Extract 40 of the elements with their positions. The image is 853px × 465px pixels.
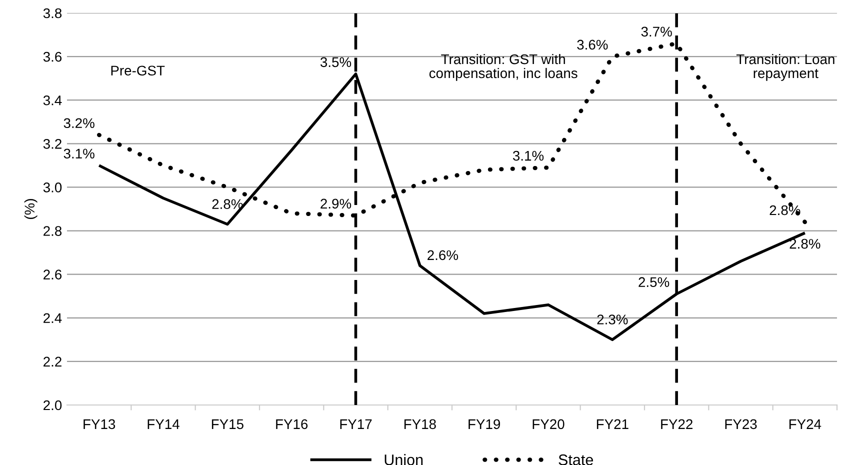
data-label: 2.8% — [790, 238, 820, 249]
data-label: 3.1% — [64, 148, 94, 159]
y-tick-label: 3.8 — [43, 8, 62, 18]
x-tick-label: FY18 — [404, 419, 436, 430]
y-tick-label: 2.2 — [44, 356, 62, 366]
y-tick-label: 2.4 — [44, 313, 62, 323]
y-tick-label: 3.4 — [43, 95, 62, 106]
x-tick-label: FY21 — [596, 419, 628, 429]
legend-label: Union — [384, 454, 423, 465]
annotation: Transition: GST with compensation, inc loans — [429, 54, 578, 81]
data-label: 2.3% — [597, 314, 628, 324]
data-label: 3.6% — [577, 40, 608, 50]
y-tick-label: 3.2 — [43, 139, 62, 149]
annotation: Pre-GST — [111, 66, 165, 76]
x-tick-label: FY20 — [532, 419, 564, 430]
y-tick-label: 2.8 — [44, 226, 62, 236]
y-tick-label: 2.0 — [44, 400, 62, 410]
x-tick-label: FY24 — [789, 419, 822, 429]
y-tick-label: 2.6 — [44, 270, 62, 280]
legend-label: State — [558, 454, 594, 465]
y-tick-label: 3.0 — [43, 182, 62, 192]
data-label: 3.2% — [64, 118, 94, 128]
x-tick-label: FY19 — [468, 419, 500, 430]
data-label: 2.6% — [428, 250, 458, 260]
data-label: 2.9% — [320, 198, 352, 209]
x-tick-label: FY23 — [725, 419, 757, 430]
data-label: 2.8% — [212, 199, 243, 209]
x-tick-label: FY17 — [340, 419, 372, 429]
x-tick-label: FY16 — [276, 419, 308, 430]
y-axis-title: (%) — [24, 199, 38, 219]
data-label: 3.1% — [512, 150, 544, 161]
x-tick-label: FY14 — [148, 419, 180, 429]
data-label: 2.5% — [638, 277, 670, 288]
data-label: 3.7% — [641, 26, 672, 37]
annotation: Transition: Loan repayment — [736, 54, 834, 81]
y-tick-label: 3.6 — [43, 52, 62, 62]
data-label: 3.5% — [320, 57, 352, 68]
x-tick-label: FY13 — [84, 419, 116, 430]
x-tick-label: FY22 — [661, 419, 692, 429]
x-tick-label: FY15 — [212, 419, 244, 430]
